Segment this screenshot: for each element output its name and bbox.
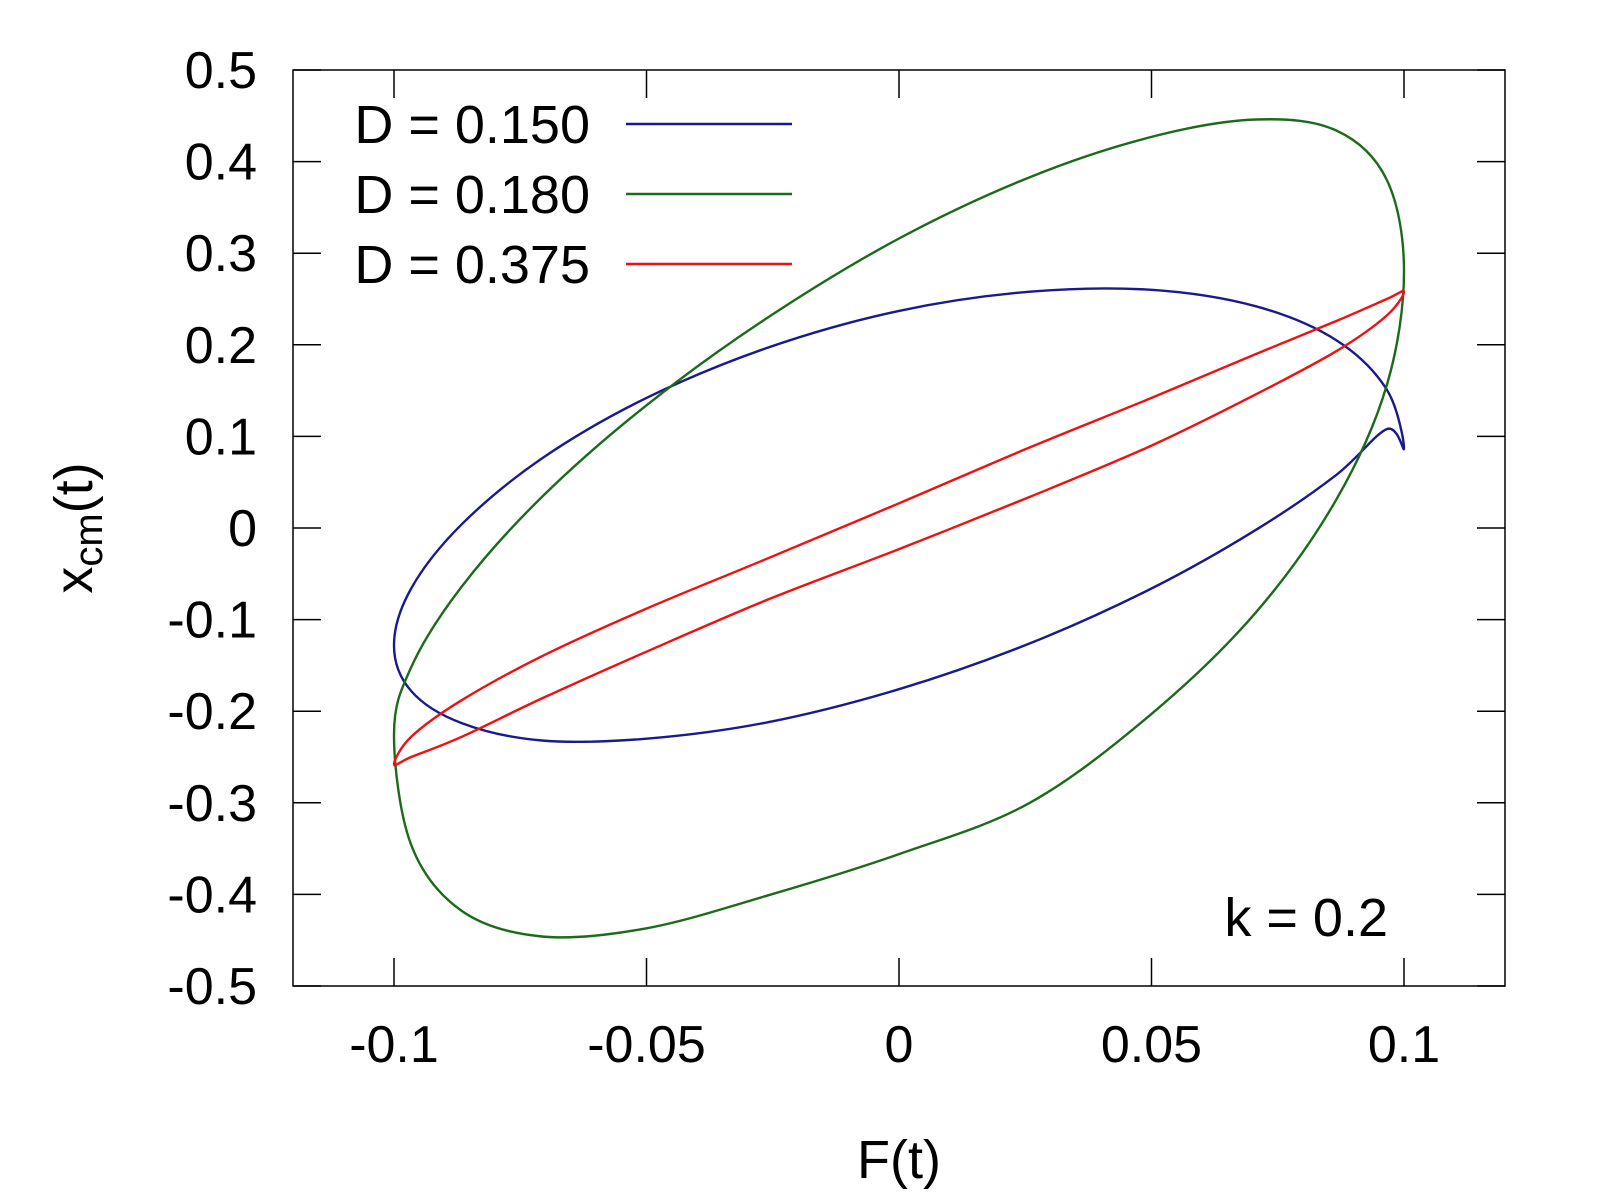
x-axis-label: F(t) — [857, 1130, 941, 1190]
series-curves — [392, 118, 1406, 939]
y-tick-label: 0 — [228, 500, 257, 558]
y-tick-label: -0.1 — [167, 592, 257, 650]
series-line-2 — [392, 118, 1406, 939]
y-tick-label: -0.5 — [167, 958, 257, 1016]
y-axis-label-subscript: cm — [67, 513, 111, 566]
x-tick-label: -0.1 — [349, 1016, 439, 1074]
x-tick-label: 0 — [885, 1016, 914, 1074]
legend: D = 0.150 D = 0.180 D = 0.375 — [354, 95, 792, 295]
y-axis-tick-labels: -0.5 -0.4 -0.3 -0.2 -0.1 0 0.1 0.2 0.3 0.4 0.5 — [167, 42, 257, 1016]
y-axis-ticks — [293, 69, 1505, 987]
x-axis-ticks — [393, 70, 1405, 986]
y-axis-label: xcm(t) — [44, 462, 111, 593]
y-axis-label-suffix: (t) — [44, 462, 104, 513]
x-tick-label: -0.05 — [587, 1016, 706, 1074]
y-tick-label: 0.3 — [185, 225, 257, 283]
legend-label-2: D = 0.180 — [354, 165, 590, 225]
y-tick-label: 0.1 — [185, 408, 257, 466]
y-tick-label: -0.2 — [167, 683, 257, 741]
y-axis-label-base: x — [44, 567, 104, 594]
y-tick-label: -0.3 — [167, 775, 257, 833]
y-tick-label: 0.5 — [185, 42, 257, 100]
x-tick-label: 0.1 — [1368, 1016, 1440, 1074]
legend-label-1: D = 0.150 — [354, 95, 590, 155]
y-tick-label: 0.4 — [185, 134, 257, 192]
annotation-k-value: k = 0.2 — [1224, 888, 1388, 948]
y-tick-label: 0.2 — [185, 317, 257, 375]
legend-label-3: D = 0.375 — [354, 235, 590, 295]
x-axis-tick-labels: -0.1 -0.05 0 0.05 0.1 — [349, 1016, 1440, 1074]
series-line-1 — [392, 287, 1406, 744]
y-tick-label: -0.4 — [167, 866, 257, 924]
x-tick-label: 0.05 — [1101, 1016, 1202, 1074]
series-line-3 — [392, 289, 1406, 767]
